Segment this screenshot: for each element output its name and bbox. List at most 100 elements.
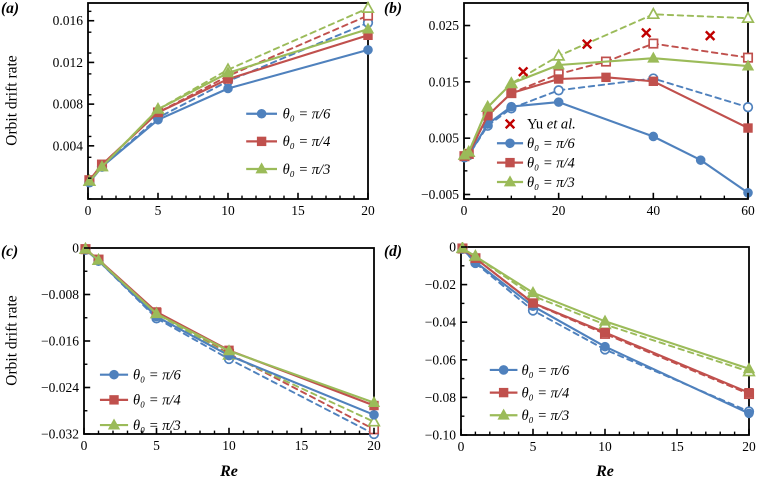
legend-label: θ₀ = π/6 [133,367,181,383]
panel-b: 0 20 40 60 0.025 0.015 0.005 −0.005 Yu et al. θ₀ … [381,0,763,242]
y-axis-label-a: Orbit drift rate [3,55,21,146]
y-tick-label: 0.015 [429,74,460,89]
series-theta-pi4-dashed [80,244,380,435]
panel-letter-c: (c) [1,243,19,260]
y-tick-label: 0.008 [53,97,84,112]
y-tick-label: 0.012 [53,55,83,70]
legend-d: θ₀ = π/6 θ₀ = π/4 θ₀ = π/3 [489,363,570,424]
y-tick-label: 0.025 [429,18,460,33]
legend-c: θ₀ = π/6 θ₀ = π/4 θ₀ = π/3 [99,367,182,434]
axes-a: 0 5 10 15 20 0.016 0.012 0.008 0.004 [53,10,375,218]
x-tick-label: 15 [291,203,305,218]
panel-d-plot: 0 5 10 15 20 0 −0.02 −0.04 −0.06 −0.08 −0.10 θ₀ = π… [425,240,756,455]
series-theta-pi6-dashed [459,73,754,163]
y-tick-label: 0 [72,242,79,256]
y-tick-label: −0.005 [421,187,459,202]
legend-label: θ₀ = π/3 [527,175,575,191]
series-theta-pi6-solid [80,244,379,420]
legend-label: θ₀ = π/3 [133,418,181,434]
legend-label: θ₀ = π/4 [521,385,569,401]
legend-a: θ₀ = π/6 θ₀ = π/4 θ₀ = π/3 [246,107,331,178]
x-tick-label: 40 [647,203,661,218]
legend-b: Yu et al. θ₀ = π/6 θ₀ = π/4 θ₀ = π/3 [496,117,576,191]
x-tick-label: 0 [461,203,468,218]
legend-entry-circle: θ₀ = π/6 [496,136,576,152]
legend-label: Yu et al. [527,117,576,133]
x-tick-label: 15 [670,439,684,454]
x-tick-label: 5 [530,439,537,454]
legend-entry-triangle: θ₀ = π/3 [246,162,330,178]
series-theta-pi3-solid [79,242,381,408]
legend-label: θ₀ = π/4 [527,155,575,171]
legend-entry-circle: θ₀ = π/6 [246,107,331,123]
panel-letter-d: (d) [384,243,403,260]
x-tick-label: 20 [742,439,756,454]
legend-entry-triangle: θ₀ = π/3 [496,175,575,191]
panel-d: 0 5 10 15 20 0 −0.02 −0.04 −0.06 −0.08 −0.10 θ₀ = π… [381,240,763,484]
x-tick-label: 0 [81,438,88,453]
series-theta-pi3-solid [458,51,755,160]
legend-entry-triangle: θ₀ = π/3 [99,418,181,434]
legend-entry-square: θ₀ = π/4 [246,134,330,150]
y-tick-label: −0.02 [425,277,456,292]
panel-c: 0 5 10 15 20 0 −0.008 −0.016 −0.024 −0.032 θ₀ = π/… [0,241,381,484]
panel-a: 0 5 10 15 20 0.016 0.012 0.008 0.004 θ₀ = π/6 θ₀ =… [0,0,381,242]
panel-c-plot: 0 5 10 15 20 0 −0.008 −0.016 −0.024 −0.032 θ₀ = π/… [41,241,381,454]
y-tick-label: 0.016 [53,13,84,28]
legend-label: θ₀ = π/4 [133,393,181,409]
legend-entry-yu-et-al: Yu et al. [504,117,576,133]
y-tick-label: −0.08 [425,390,456,405]
x-tick-label: 0 [85,203,92,218]
x-tick-label: 0 [458,439,465,454]
panel-b-plot: 0 20 40 60 0.025 0.015 0.005 −0.005 Yu et al. θ₀ … [421,2,755,218]
series-theta-pi6-dashed [80,244,380,440]
series-theta-pi3-solid [83,22,375,186]
panel-letter-a: (a) [1,0,20,17]
legend-label: θ₀ = π/4 [283,134,331,150]
x-tick-label: 20 [361,203,375,218]
x-tick-label: 10 [598,439,612,454]
legend-entry-triangle: θ₀ = π/3 [489,408,569,424]
x-tick-label: 20 [367,438,381,453]
series-theta-pi3-dashed [82,0,375,187]
y-tick-label: −0.032 [41,427,79,442]
legend-label: θ₀ = π/6 [521,363,569,379]
axes-c: 0 5 10 15 20 0 −0.008 −0.016 −0.024 −0.032 [41,241,381,454]
legend-label: θ₀ = π/3 [521,408,569,424]
x-tick-label: 5 [153,438,160,453]
y-tick-label: −0.016 [41,334,79,349]
series-yu-et-al-crosses [518,27,716,77]
y-tick-label: −0.008 [41,287,79,302]
y-tick-label: −0.024 [41,380,79,395]
y-axis-label-c: Orbit drift rate [3,295,21,386]
legend-entry-circle: θ₀ = π/6 [489,363,570,379]
y-tick-label: −0.10 [425,428,456,443]
series-theta-pi3-solid [456,241,756,374]
panel-letter-b: (b) [384,0,403,17]
legend-label: θ₀ = π/6 [527,136,575,152]
x-axis-label-c: Re [220,463,238,480]
axes-d: 0 5 10 15 20 0 −0.02 −0.04 −0.06 −0.08 −0.10 [425,240,756,455]
legend-entry-square: θ₀ = π/4 [496,155,575,171]
axes-b: 0 20 40 60 0.025 0.015 0.005 −0.005 [421,18,755,218]
series-theta-pi4-solid [80,244,379,411]
legend-entry-circle: θ₀ = π/6 [99,367,182,383]
series-theta-pi4-solid [459,72,753,161]
y-tick-label: 0.005 [429,131,460,146]
legend-entry-square: θ₀ = π/4 [99,393,181,409]
series-theta-pi3-dashed [457,6,755,160]
x-tick-label: 15 [295,438,309,453]
legend-label: θ₀ = π/3 [283,162,331,178]
y-tick-label: −0.04 [425,315,456,330]
x-tick-label: 60 [741,203,755,218]
y-tick-label: 0 [449,242,456,255]
y-tick-label: −0.06 [425,352,456,367]
x-tick-label: 10 [222,438,236,453]
y-tick-label: 0.004 [53,138,84,153]
x-axis-label-d: Re [596,463,614,480]
x-tick-label: 10 [221,203,235,218]
legend-entry-square: θ₀ = π/4 [489,385,569,401]
series-theta-pi4-dashed [84,10,374,186]
